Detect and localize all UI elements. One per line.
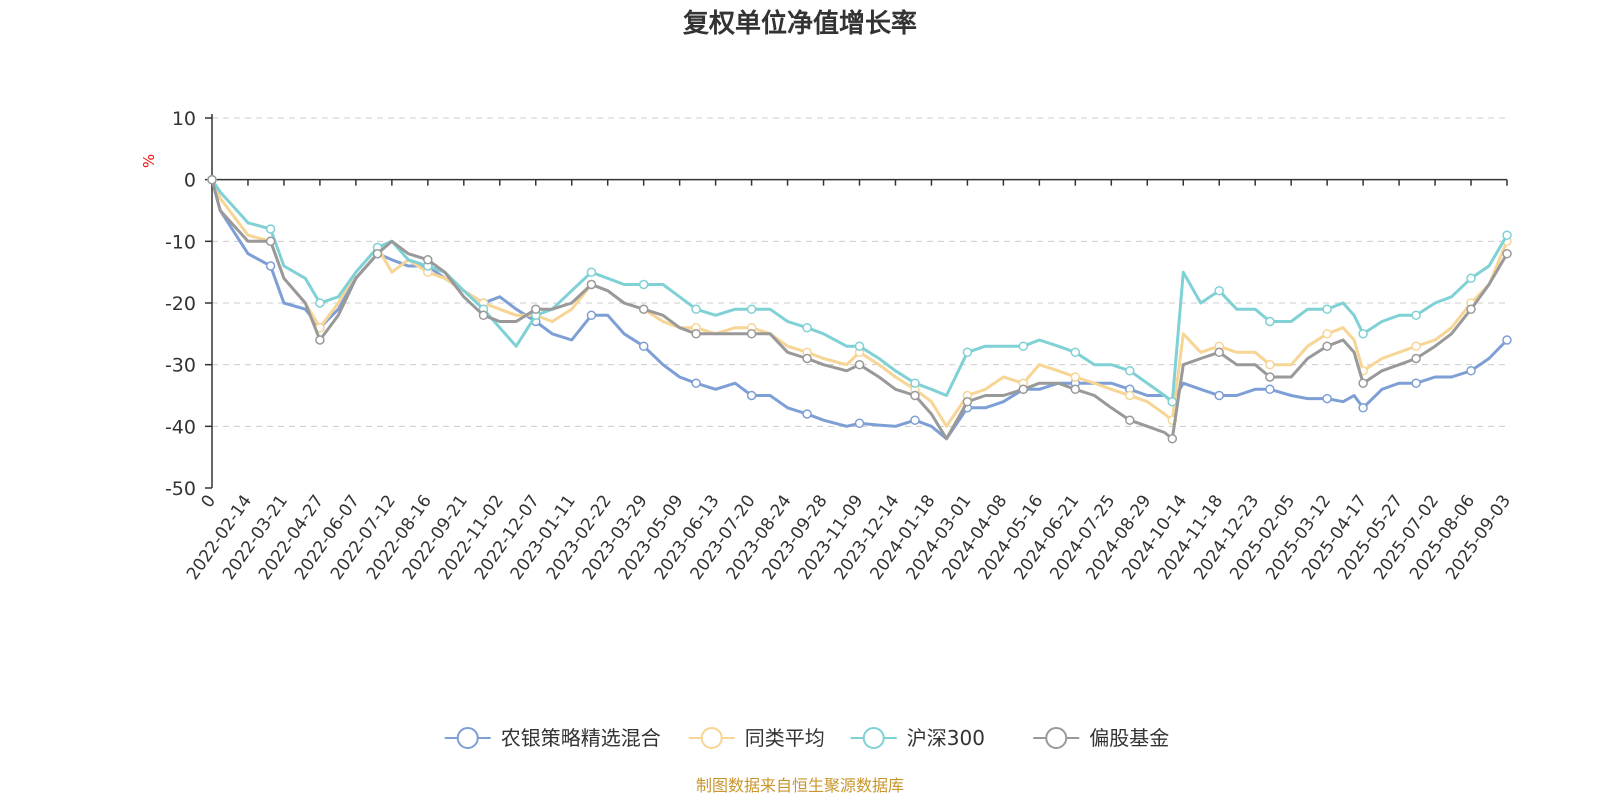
data-point: [1411, 310, 1421, 321]
data-point: [854, 341, 865, 351]
y-tick-label: -40: [165, 416, 196, 438]
chart-title: 复权单位净值增长率: [683, 8, 917, 39]
data-point: [1322, 393, 1332, 404]
data-point: [1265, 384, 1275, 395]
data-point: [746, 390, 757, 401]
data-point: [746, 329, 757, 339]
data-point: [1214, 285, 1224, 296]
data-point: [1466, 366, 1476, 376]
legend-label: 农银策略精选混合: [501, 726, 661, 750]
data-point: [691, 329, 701, 339]
data-point: [691, 304, 701, 314]
legend-swatch-marker: [862, 727, 885, 749]
data-point: [1358, 403, 1368, 413]
y-tick-label: -30: [165, 355, 196, 377]
data-point: [1411, 378, 1421, 388]
data-point: [1358, 378, 1368, 388]
data-point: [1466, 304, 1476, 314]
legend-label: 偏股基金: [1089, 726, 1169, 750]
data-point: [1322, 329, 1332, 339]
data-point: [962, 396, 973, 407]
legend-item-2[interactable]: 沪深300: [850, 726, 985, 750]
data-point: [1265, 316, 1275, 327]
data-point: [1018, 384, 1029, 395]
data-point: [1125, 366, 1135, 376]
data-source-note: 制图数据来自恒生聚源数据库: [696, 776, 904, 795]
legend-label: 沪深300: [907, 726, 985, 750]
data-point: [910, 390, 920, 401]
data-point: [1125, 415, 1135, 425]
legend-swatch-marker: [456, 727, 479, 749]
data-point: [1265, 359, 1275, 370]
data-point: [1265, 372, 1275, 382]
grid-lines: [212, 117, 1507, 427]
data-point: [1411, 353, 1421, 364]
data-point: [1018, 341, 1029, 351]
data-point: [265, 236, 276, 247]
legend: 农银策略精选混合 同类平均 沪深300 偏股基金: [444, 726, 1169, 750]
data-point: [691, 378, 701, 388]
data-point: [910, 415, 920, 425]
data-point: [802, 409, 812, 419]
data-point: [854, 359, 865, 370]
data-point: [586, 267, 597, 277]
data-point: [746, 304, 757, 314]
x-tick-label: 0: [198, 491, 221, 511]
legend-swatch-marker: [1045, 727, 1068, 749]
series-line-2: [210, 178, 1509, 404]
data-point: [802, 353, 812, 364]
data-point: [423, 255, 433, 265]
data-point: [1411, 341, 1421, 351]
data-point: [265, 261, 276, 271]
series-line-0: [210, 179, 1509, 441]
data-point: [478, 310, 489, 321]
data-point: [854, 418, 865, 429]
data-point: [586, 310, 597, 321]
data-point: [1322, 341, 1332, 351]
data-point: [372, 248, 383, 259]
data-point: [910, 378, 920, 388]
y-tick-label: 10: [172, 108, 196, 130]
data-point: [315, 298, 325, 308]
data-point: [638, 279, 649, 290]
legend-label: 同类平均: [745, 726, 825, 750]
data-point: [638, 304, 649, 314]
axes: 100-10-20-30-40-5002022-02-142022-03-212…: [165, 108, 1515, 584]
data-point: [315, 335, 325, 345]
legend-item-1[interactable]: 同类平均: [688, 726, 825, 750]
data-point: [1322, 304, 1332, 314]
data-point: [1070, 347, 1081, 358]
data-point: [207, 174, 217, 185]
data-point: [1466, 273, 1476, 284]
data-point: [962, 347, 973, 358]
series-line-3: [210, 179, 1509, 441]
data-point: [1214, 390, 1224, 401]
legend-item-3[interactable]: 偏股基金: [1033, 726, 1169, 750]
y-tick-label: -20: [165, 293, 196, 315]
data-point: [638, 341, 649, 351]
data-point: [1502, 335, 1512, 345]
data-point: [1070, 372, 1081, 382]
series-line-1: [210, 179, 1509, 428]
data-point: [802, 322, 812, 333]
y-tick-label: -50: [165, 478, 196, 500]
series-lines: [207, 174, 1512, 444]
data-point: [1167, 433, 1178, 444]
data-point: [265, 224, 276, 234]
data-point: [1502, 248, 1512, 259]
legend-item-0[interactable]: 农银策略精选混合: [444, 726, 661, 750]
y-axis-unit: %: [140, 154, 158, 168]
data-point: [1125, 390, 1135, 401]
data-point: [1358, 329, 1368, 339]
data-point: [1214, 347, 1224, 358]
data-point: [586, 279, 597, 290]
y-tick-label: -10: [165, 231, 196, 253]
legend-swatch-marker: [700, 727, 723, 749]
data-point: [1502, 230, 1512, 240]
data-point: [1070, 384, 1081, 395]
y-tick-label: 0: [184, 170, 196, 192]
data-point: [531, 304, 541, 314]
data-point: [1167, 396, 1178, 407]
